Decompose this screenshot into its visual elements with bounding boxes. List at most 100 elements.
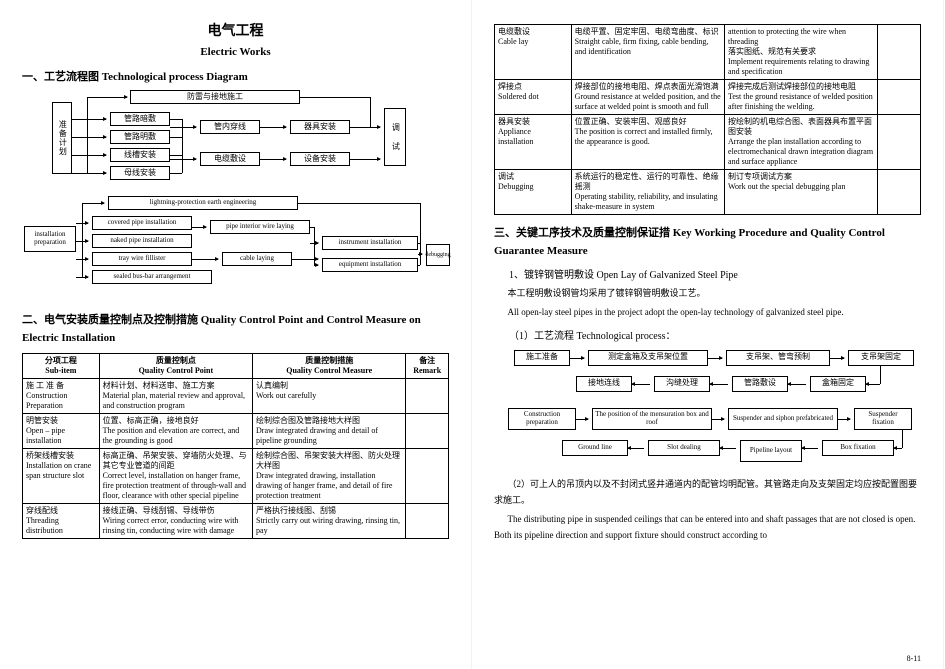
doc-title-cn: 电气工程 <box>22 20 449 40</box>
table-row: 施 工 准 备Construction Preparation材料计划、材料送审… <box>23 379 449 414</box>
pc-b: 测定盒箱及支吊架位置 <box>588 350 708 366</box>
th-measure: 质量控制措施Quality Control Measure <box>253 354 406 379</box>
box-d-cn: 母线安装 <box>110 166 170 180</box>
table-cell <box>406 504 449 539</box>
diagram-cn: 准备计划 防雷与接地施工 管路暗敷 管路明敷 线槽安装 母线安装 管内穿线 电缆… <box>22 90 449 186</box>
pc-h: 盒箱固定 <box>810 376 866 392</box>
table-cell: 认真编制Work out carefully <box>253 379 406 414</box>
table-cell: 位置、标高正确，接地良好The position and elevation a… <box>99 414 252 449</box>
table-cell: 接线正确、导线刮锡、导线带伤Wiring correct error, cond… <box>99 504 252 539</box>
th-subitem: 分项工程Sub-item <box>23 354 100 379</box>
th-remark: 备注Remark <box>406 354 449 379</box>
box-r1-cn: 器具安装 <box>290 120 350 134</box>
pe-d: Suspender fixation <box>854 408 912 430</box>
th-point: 质量控制点Quality Control Point <box>99 354 252 379</box>
pe-e: Ground line <box>562 440 628 456</box>
table-cell: 焊接部位的接地电阻、焊点表面光滑饱满Ground resistance at w… <box>571 80 724 115</box>
box-top-en: lightning-protection earth engineering <box>108 196 298 210</box>
box-r1-en: instrument installation <box>322 236 418 250</box>
table-cell: 焊接完成后测试焊接部位的接地电阻Test the ground resistan… <box>725 80 878 115</box>
table-cell: 电缆敷设Cable lay <box>495 25 572 80</box>
table-row: 调试Debugging系统运行的稳定性、运行的可靠性、绝缘摇测Operating… <box>495 170 921 215</box>
box-c-cn: 线槽安装 <box>110 148 170 162</box>
table-cell <box>406 449 449 504</box>
table-cell: 器具安装Appliance installation <box>495 115 572 170</box>
table-cell <box>878 170 921 215</box>
table-cell: 严格执行接线图、刮锡Strictly carry out wiring draw… <box>253 504 406 539</box>
box-a-cn: 管路暗敷 <box>110 112 170 126</box>
p1-en: All open-lay steel pipes in the project … <box>494 304 921 320</box>
box-debug-cn: 调 试 <box>384 108 406 166</box>
table-cell: 制订专项调试方案Work out the special debugging p… <box>725 170 878 215</box>
p2-en: The distributing pipe in suspended ceili… <box>494 511 921 543</box>
diagram-process-cn: 施工准备 测定盒箱及支吊架位置 支吊架、管弯预制 支吊架固定 接地连线 沟缝处理… <box>514 348 921 396</box>
table-cell: 穿线配线Threading distribution <box>23 504 100 539</box>
sub2: （1）工艺流程 Technological process： <box>494 327 921 342</box>
table-cell: 调试Debugging <box>495 170 572 215</box>
box-prep-en: installation preparation <box>24 226 76 252</box>
table-cell: 电缆平置、固定牢固、电缆弯曲度、标识Straight cable, firm f… <box>571 25 724 80</box>
table-row: 桥架线槽安装Installation on crane span structu… <box>23 449 449 504</box>
pe-g: Pipeline layout <box>740 440 802 462</box>
pc-f: 沟缝处理 <box>654 376 710 392</box>
page-right: 电缆敷设Cable lay电缆平置、固定牢固、电缆弯曲度、标识Straight … <box>472 0 944 669</box>
pc-e: 接地连线 <box>576 376 632 392</box>
sub1: 1、镀锌钢管明敷设 Open Lay of Galvanized Steel P… <box>494 266 921 281</box>
pc-d: 支吊架固定 <box>848 350 914 366</box>
table-cell: 施 工 准 备Construction Preparation <box>23 379 100 414</box>
box-c-en: tray wire fillister <box>92 252 192 266</box>
box-d-en: sealed bus-bar arrangement <box>92 270 212 284</box>
pe-h: Box fixation <box>822 440 894 456</box>
box-debug-en: debugging <box>426 244 450 266</box>
table-cell: 桥架线槽安装Installation on crane span structu… <box>23 449 100 504</box>
qc-table-2: 电缆敷设Cable lay电缆平置、固定牢固、电缆弯曲度、标识Straight … <box>494 24 921 215</box>
section1-heading: 一、工艺流程图 Technological process Diagram <box>22 68 449 84</box>
box-mid1-en: pipe interior wire laying <box>210 220 310 234</box>
pe-f: Slot dealing <box>648 440 720 456</box>
box-mid2-cn: 电缆敷设 <box>200 152 260 166</box>
table-cell: 按绘制的机电综合图、表面器具布置平面图安装Arrange the plan in… <box>725 115 878 170</box>
table-row: 明管安装Open – pipe installation位置、标高正确，接地良好… <box>23 414 449 449</box>
table-cell <box>878 80 921 115</box>
table-cell: 绘制综合图、吊架安装大样图、防火处理大样图Draw integrated dra… <box>253 449 406 504</box>
table-row: 器具安装Appliance installation位置正确、安装牢固、观感良好… <box>495 115 921 170</box>
qc-table: 分项工程Sub-item 质量控制点Quality Control Point … <box>22 353 449 539</box>
box-top-cn: 防雷与接地施工 <box>130 90 300 104</box>
table-cell: 明管安装Open – pipe installation <box>23 414 100 449</box>
page-number: 8-11 <box>907 654 921 663</box>
table-cell: 标高正确、吊架安装、穿墙防火处理、与其它专业管道的间距Correct level… <box>99 449 252 504</box>
table-cell: 绘制综合图及管路接地大样图Draw integrated drawing and… <box>253 414 406 449</box>
box-r2-cn: 设备安装 <box>290 152 350 166</box>
diagram-en: installation preparation lightning-prote… <box>22 196 449 302</box>
pc-a: 施工准备 <box>514 350 570 366</box>
table-cell: 焊接点Soldered dot <box>495 80 572 115</box>
table-row: 穿线配线Threading distribution接线正确、导线刮锡、导线带伤… <box>23 504 449 539</box>
table-cell <box>406 379 449 414</box>
p2-cn: （2）可上人的吊顶内以及不封闭式竖井通道内的配管均明配管。其管路走向及支架固定均… <box>494 476 921 508</box>
pe-c: Suspender and siphon prefabricated <box>728 408 838 430</box>
doc-title-en: Electric Works <box>22 46 449 58</box>
qc-tbody-2: 电缆敷设Cable lay电缆平置、固定牢固、电缆弯曲度、标识Straight … <box>495 25 921 215</box>
box-a-en: covered pipe installation <box>92 216 192 230</box>
pc-g: 管路敷设 <box>732 376 788 392</box>
page-left: 电气工程 Electric Works 一、工艺流程图 Technologica… <box>0 0 472 669</box>
table-cell: 系统运行的稳定性、运行的可靠性、绝缘摇测Operating stability,… <box>571 170 724 215</box>
box-mid1-cn: 管内穿线 <box>200 120 260 134</box>
box-r2-en: equipment installation <box>322 258 418 272</box>
table-cell: 位置正确、安装牢固、观感良好The position is correct an… <box>571 115 724 170</box>
box-prep-cn: 准备计划 <box>52 102 72 174</box>
table-cell <box>878 25 921 80</box>
table-cell <box>878 115 921 170</box>
table-row: 电缆敷设Cable lay电缆平置、固定牢固、电缆弯曲度、标识Straight … <box>495 25 921 80</box>
table-row: 焊接点Soldered dot焊接部位的接地电阻、焊点表面光滑饱满Ground … <box>495 80 921 115</box>
box-b-en: naked pipe installation <box>92 234 192 248</box>
section3-heading: 三、关键工序技术及质量控制保证措 Key Working Procedure a… <box>494 225 921 260</box>
box-b-cn: 管路明敷 <box>110 130 170 144</box>
table-cell <box>406 414 449 449</box>
pe-b: The position of the mensuration box and … <box>592 408 712 430</box>
qc-tbody-1: 施 工 准 备Construction Preparation材料计划、材料送审… <box>23 379 449 539</box>
p1-cn: 本工程明敷设钢管均采用了镀锌钢管明敷设工艺。 <box>494 285 921 301</box>
table-cell: 材料计划、材料送审、施工方案Material plan, material re… <box>99 379 252 414</box>
table-cell: attention to protecting the wire when th… <box>725 25 878 80</box>
pc-c: 支吊架、管弯预制 <box>726 350 830 366</box>
